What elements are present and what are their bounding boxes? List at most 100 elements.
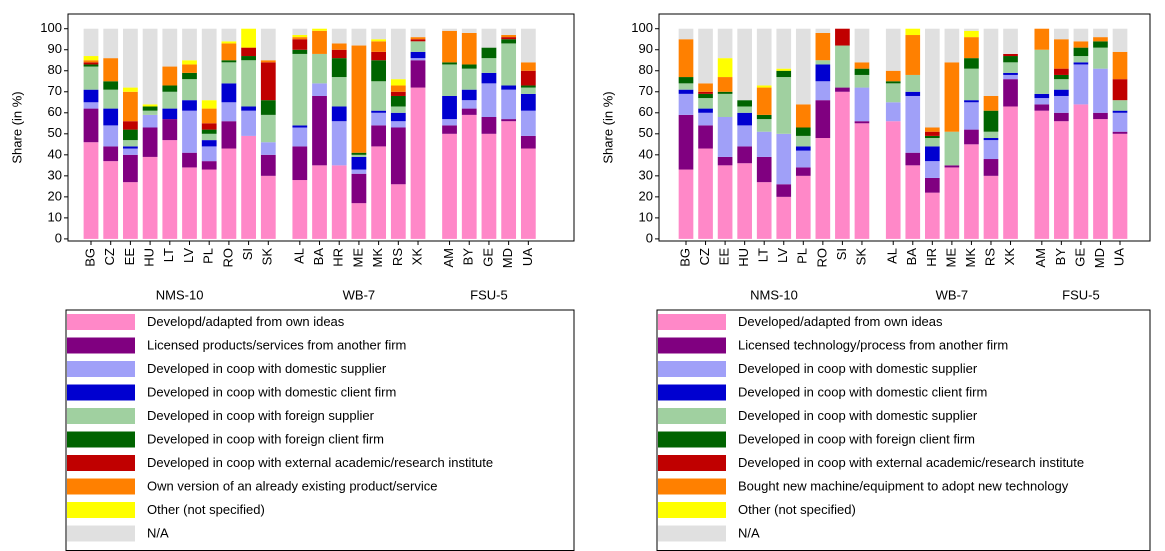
legend-label: Other (not specified) — [738, 502, 856, 517]
bar-segment — [905, 28, 921, 36]
bar-segment — [924, 138, 940, 147]
bar-segment — [924, 28, 940, 128]
bar-segment — [442, 119, 457, 126]
bar-segment — [142, 114, 158, 128]
bar-segment — [717, 93, 733, 117]
y-tick-label: 30 — [48, 167, 62, 182]
bar-segment — [292, 146, 308, 181]
x-tick-label: CZ — [102, 248, 117, 265]
bar-segment — [983, 131, 999, 139]
bar-segment — [461, 114, 477, 239]
bar-segment — [442, 28, 457, 31]
bar-segment — [1054, 112, 1069, 122]
bar-segment — [698, 91, 713, 94]
bar-segment — [520, 28, 536, 63]
bar-segment — [292, 28, 308, 36]
legend-label: Developed in coop with foreign supplier — [147, 408, 375, 423]
bar-segment — [371, 28, 387, 40]
bar-segment — [410, 37, 426, 40]
x-tick-label: HU — [142, 248, 157, 267]
bar-segment — [390, 127, 406, 185]
bar-segment — [983, 175, 999, 239]
bar-segment — [260, 175, 276, 239]
legend-label: Developed in coop with external academic… — [147, 455, 493, 470]
x-tick-label: HU — [736, 248, 751, 267]
bar-segment — [292, 53, 308, 126]
bar-segment — [162, 28, 178, 67]
bar-segment — [312, 165, 327, 239]
bar-segment — [410, 60, 426, 88]
bar-segment — [815, 32, 831, 61]
bar-segment — [795, 127, 811, 136]
bar-segment — [162, 91, 178, 109]
bar-segment — [1073, 47, 1089, 57]
group-label: FSU-5 — [1062, 287, 1100, 302]
bar-segment — [1003, 106, 1018, 239]
legend-frame — [656, 309, 1151, 551]
bar-segment — [1003, 72, 1018, 75]
legend-swatch — [67, 455, 135, 471]
bar-segment — [371, 39, 387, 42]
bar-segment — [983, 28, 999, 96]
legend-swatch — [658, 314, 726, 330]
bar-segment — [123, 91, 138, 122]
bar-segment — [1112, 28, 1128, 52]
bar-segment — [201, 123, 217, 130]
legend-swatch — [67, 361, 135, 377]
bar-segment — [83, 108, 99, 143]
bar-segment — [1073, 104, 1089, 239]
bar-segment — [83, 102, 99, 109]
bar-segment — [924, 135, 940, 139]
y-tick-label: 100 — [40, 20, 62, 35]
bar-segment — [83, 89, 99, 103]
x-tick-label: SK — [853, 248, 868, 266]
bar-segment — [501, 43, 517, 86]
bar-segment — [678, 89, 694, 94]
bar-segment — [854, 68, 870, 75]
bar-segment — [501, 39, 517, 44]
bar-segment — [351, 152, 367, 155]
bar-segment — [241, 110, 256, 136]
bar-segment — [983, 159, 999, 176]
legend-label: Developed in coop with foreign client fi… — [147, 431, 384, 446]
bar-segment — [1093, 68, 1108, 113]
bar-segment — [964, 68, 979, 101]
x-tick-label: RS — [982, 248, 997, 266]
bar-segment — [885, 121, 901, 239]
bar-segment — [1034, 104, 1050, 111]
bar-segment — [351, 45, 367, 153]
bar-segment — [142, 28, 158, 105]
bar-segment — [520, 110, 536, 136]
bar-segment — [221, 28, 237, 42]
bar-segment — [815, 28, 831, 33]
bar-segment — [520, 93, 536, 111]
legend-label: Developed in coop with foreign client fi… — [738, 431, 975, 446]
x-tick-label: LT — [756, 248, 771, 262]
legend-label: Developed in coop with domestic supplier — [147, 361, 387, 376]
bar-segment — [182, 152, 197, 168]
bar-segment — [520, 135, 536, 149]
bar-segment — [983, 138, 999, 141]
bar-segment — [501, 85, 517, 90]
bar-segment — [1003, 79, 1018, 107]
bar-segment — [331, 106, 347, 122]
bar-segment — [795, 104, 811, 128]
x-tick-label: GE — [480, 248, 495, 267]
legend-label: Licensed products/services from another … — [147, 337, 406, 352]
bar-segment — [944, 167, 960, 239]
bar-segment — [815, 81, 831, 101]
bar-segment — [678, 114, 694, 170]
bar-segment — [351, 169, 367, 174]
x-tick-label: MD — [500, 248, 515, 268]
y-axis-label: Share (in %) — [600, 91, 615, 163]
bar-segment — [776, 77, 792, 134]
bar-segment — [442, 62, 457, 65]
bar-segment — [461, 100, 477, 109]
bar-segment — [292, 35, 308, 38]
bar-segment — [756, 114, 772, 120]
y-tick-label: 40 — [48, 146, 62, 161]
x-tick-label: UA — [1111, 248, 1126, 266]
bar-segment — [1093, 28, 1108, 38]
bar-segment — [351, 173, 367, 204]
